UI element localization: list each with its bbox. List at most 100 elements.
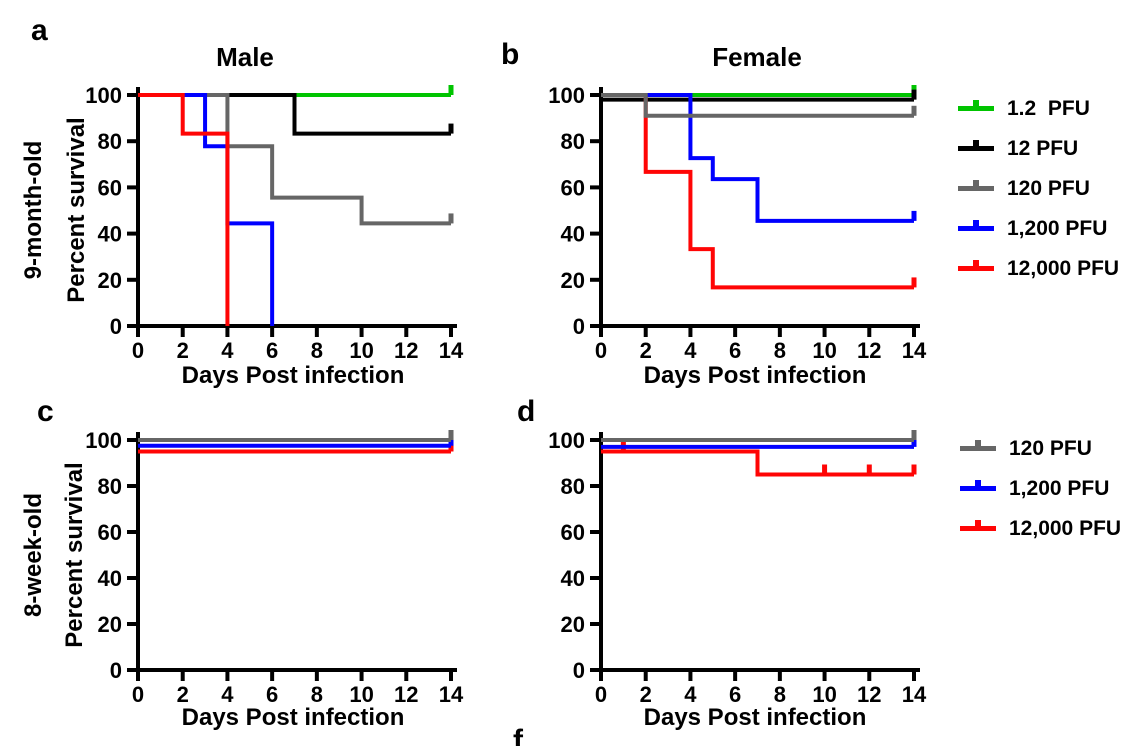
legend-item-1-2-pfu: 1.2 PFU xyxy=(958,88,1119,128)
y-tick-label-100: 100 xyxy=(548,428,585,453)
legend-item-12-pfu: 12 PFU xyxy=(958,128,1119,168)
x-tick-label-14: 14 xyxy=(902,682,927,707)
y-tick-label-100: 100 xyxy=(85,83,122,108)
x-tick-label-0: 0 xyxy=(132,338,144,363)
panel-c-xlabel: Days Post infection xyxy=(181,704,405,731)
y-tick-label-20: 20 xyxy=(98,268,122,293)
legend-item-120-pfu: 120 PFU xyxy=(960,428,1121,468)
censor-tick-glyph xyxy=(975,520,981,531)
panel-d-12-000-pfu-censor-mark xyxy=(866,464,872,475)
legend-marker-green xyxy=(958,100,994,116)
y-tick-label-0: 0 xyxy=(573,658,585,683)
legend-marker-gray xyxy=(960,440,996,456)
panel-b-120-pfu-censor-mark xyxy=(911,105,917,116)
legend-marker-blue xyxy=(958,220,994,236)
panel-a-12-pfu-censor-mark xyxy=(448,123,454,134)
x-tick-label-6: 6 xyxy=(729,338,741,363)
y-tick-label-60: 60 xyxy=(98,175,122,200)
legend-label: 12 PFU xyxy=(1007,136,1079,160)
panel-b-series-1-200-pfu-curve xyxy=(601,93,914,223)
panel-b-xlabel: Days Post infection xyxy=(643,362,867,389)
x-tick-label-6: 6 xyxy=(729,682,741,707)
legend-marker-blue xyxy=(960,480,996,496)
panel-d-12-000-pfu-censor-mark xyxy=(911,464,917,475)
row1-age-label: 9-month-old xyxy=(20,140,47,280)
y-tick-label-80: 80 xyxy=(561,129,585,154)
legend-label: 120 PFU xyxy=(1007,176,1090,200)
y-tick-label-60: 60 xyxy=(561,175,585,200)
panel-b-title: Female xyxy=(712,42,802,72)
legend-item-12-000-pfu: 12,000 PFU xyxy=(960,508,1121,548)
x-tick-label-0: 0 xyxy=(595,682,607,707)
x-tick-label-0: 0 xyxy=(595,338,607,363)
y-tick-label-80: 80 xyxy=(561,474,585,499)
legend-label: 1,200 PFU xyxy=(1009,476,1110,500)
panel-f-letter-partial: f xyxy=(513,724,523,746)
panel-d-series-12-000-pfu-curve xyxy=(601,449,914,477)
panel-d-120-pfu-censor-mark xyxy=(911,430,917,440)
panel-a-1-2-pfu-censor-mark xyxy=(448,85,454,95)
y-tick-label-60: 60 xyxy=(98,520,122,545)
x-tick-label-2: 2 xyxy=(640,338,652,363)
legend-label: 1,200 PFU xyxy=(1007,216,1108,240)
x-tick-label-4: 4 xyxy=(221,682,234,707)
x-tick-label-12: 12 xyxy=(394,338,418,363)
panel-b-12-000-pfu-censor-mark xyxy=(911,277,917,288)
panel-a-series-12-pfu-curve xyxy=(138,93,451,136)
x-tick-label-8: 8 xyxy=(774,338,786,363)
x-tick-label-6: 6 xyxy=(266,682,278,707)
row2-age-label: 8-week-old xyxy=(20,492,47,618)
censor-tick-glyph xyxy=(973,220,979,231)
legend-marker-red xyxy=(958,260,994,276)
panel-a-series-1-200-pfu-curve xyxy=(138,93,275,326)
censor-tick-glyph xyxy=(973,140,979,151)
legend-marker-black xyxy=(958,140,994,156)
panel-b-plot: 0 2 4 6 8 10 12 14 0 20 40 60 80 100 xyxy=(548,83,927,363)
panel-a-plot: 0 2 4 6 8 10 12 14 0 20 40 60 80 100 xyxy=(85,83,464,363)
y-tick-label-0: 0 xyxy=(110,658,122,683)
panel-b-letter: b xyxy=(501,38,520,71)
panel-b-1-200-pfu-censor-mark xyxy=(911,210,917,221)
panel-a-120-pfu-censor-mark xyxy=(448,213,454,224)
legend-item-1-200-pfu: 1,200 PFU xyxy=(958,208,1119,248)
y-tick-label-20: 20 xyxy=(561,612,585,637)
y-tick-label-40: 40 xyxy=(561,566,585,591)
y-tick-label-0: 0 xyxy=(573,314,585,339)
legend-item-12-000-pfu: 12,000 PFU xyxy=(958,248,1119,288)
panel-a-ylabel: Percent survival xyxy=(63,117,90,303)
y-tick-label-20: 20 xyxy=(98,612,122,637)
x-tick-label-8: 8 xyxy=(311,682,323,707)
x-tick-label-4: 4 xyxy=(221,338,234,363)
panel-a-letter: a xyxy=(31,14,48,47)
y-tick-label-0: 0 xyxy=(110,314,122,339)
legend-label: 12,000 PFU xyxy=(1009,516,1122,540)
y-tick-label-100: 100 xyxy=(548,83,585,108)
x-tick-label-2: 2 xyxy=(640,682,652,707)
censor-tick-glyph xyxy=(973,180,979,191)
x-tick-label-6: 6 xyxy=(266,338,278,363)
panel-c-120-pfu-censor-mark xyxy=(448,430,454,440)
panel-b-series-120-pfu-curve xyxy=(601,93,914,118)
x-tick-label-2: 2 xyxy=(177,682,189,707)
panel-d-12-000-pfu-censor-mark xyxy=(822,464,828,475)
legend-item-1-200-pfu: 1,200 PFU xyxy=(960,468,1121,508)
censor-tick-glyph xyxy=(973,100,979,111)
y-tick-label-80: 80 xyxy=(98,129,122,154)
legend-label: 1.2 PFU xyxy=(1007,96,1090,120)
censor-tick-glyph xyxy=(973,260,979,271)
panel-c-ylabel: Percent survival xyxy=(61,462,88,648)
panel-a-series-120-pfu-curve xyxy=(138,93,451,226)
y-tick-label-60: 60 xyxy=(561,520,585,545)
panel-c-plot: 0 2 4 6 8 10 12 14 0 20 40 60 80 100 xyxy=(85,428,464,707)
x-tick-label-8: 8 xyxy=(311,338,323,363)
y-tick-label-40: 40 xyxy=(98,222,122,247)
x-tick-label-14: 14 xyxy=(439,682,464,707)
censor-tick-glyph xyxy=(975,480,981,491)
y-tick-label-100: 100 xyxy=(85,428,122,453)
panel-a-series-12-000-pfu-curve xyxy=(138,93,230,326)
x-tick-label-8: 8 xyxy=(774,682,786,707)
x-tick-label-0: 0 xyxy=(132,682,144,707)
x-tick-label-12: 12 xyxy=(857,338,881,363)
